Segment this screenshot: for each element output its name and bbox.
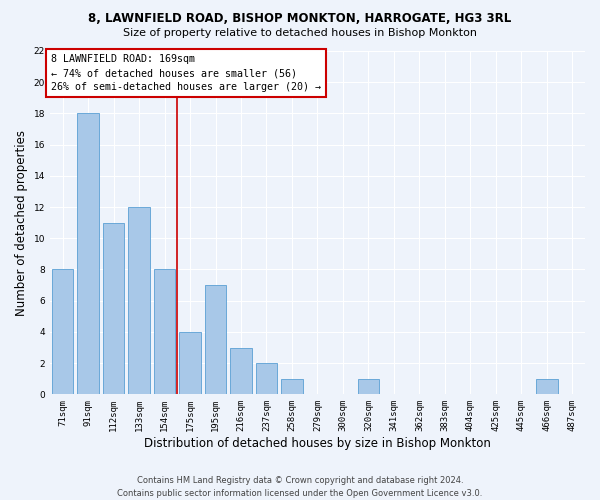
Text: Size of property relative to detached houses in Bishop Monkton: Size of property relative to detached ho…	[123, 28, 477, 38]
X-axis label: Distribution of detached houses by size in Bishop Monkton: Distribution of detached houses by size …	[144, 437, 491, 450]
Bar	[256, 363, 277, 394]
Bar	[52, 270, 73, 394]
Bar	[128, 207, 150, 394]
Bar	[77, 114, 99, 394]
Bar	[230, 348, 252, 395]
Bar	[154, 270, 175, 394]
Bar	[281, 378, 303, 394]
Bar	[179, 332, 201, 394]
Text: 8, LAWNFIELD ROAD, BISHOP MONKTON, HARROGATE, HG3 3RL: 8, LAWNFIELD ROAD, BISHOP MONKTON, HARRO…	[88, 12, 512, 26]
Bar	[358, 378, 379, 394]
Bar	[103, 222, 124, 394]
Bar	[536, 378, 557, 394]
Bar	[205, 285, 226, 395]
Text: 8 LAWNFIELD ROAD: 169sqm
← 74% of detached houses are smaller (56)
26% of semi-d: 8 LAWNFIELD ROAD: 169sqm ← 74% of detach…	[51, 54, 321, 92]
Text: Contains HM Land Registry data © Crown copyright and database right 2024.
Contai: Contains HM Land Registry data © Crown c…	[118, 476, 482, 498]
Y-axis label: Number of detached properties: Number of detached properties	[15, 130, 28, 316]
